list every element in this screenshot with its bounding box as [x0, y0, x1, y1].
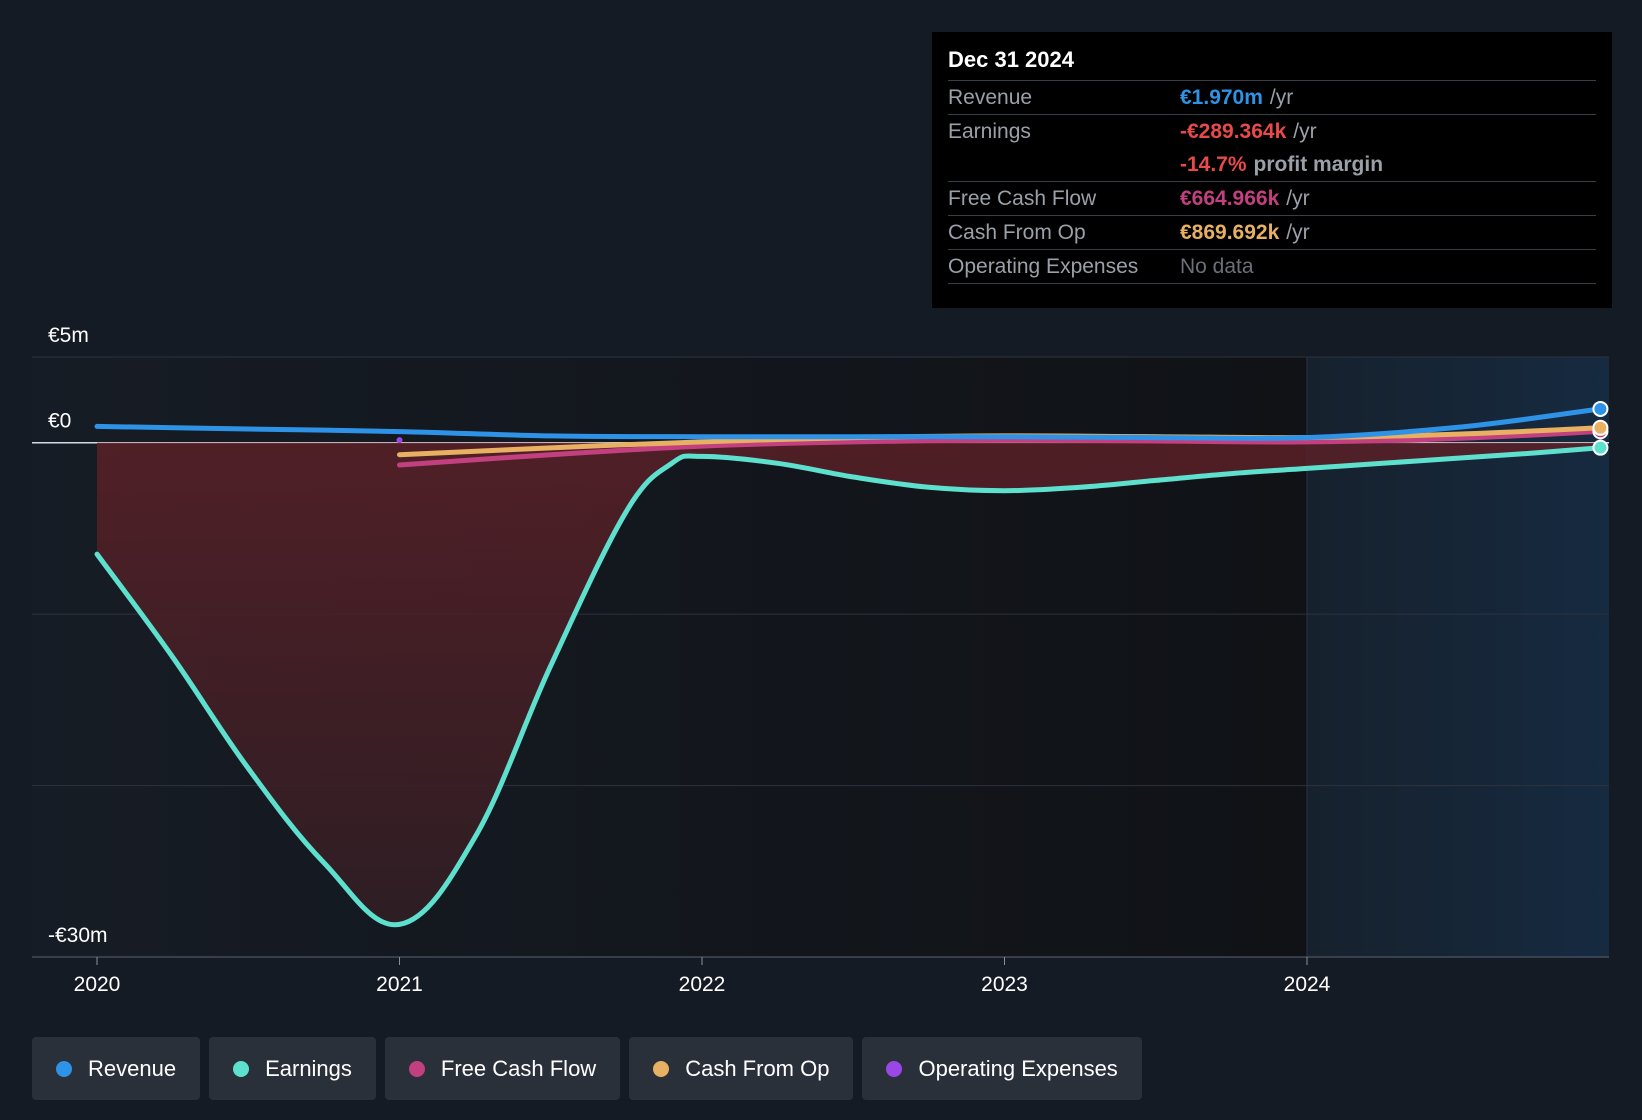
- legend-item-revenue[interactable]: Revenue: [32, 1037, 201, 1100]
- free-cash-flow-line: [397, 428, 1603, 468]
- tooltip-unit: /yr: [1286, 221, 1310, 244]
- legend: Revenue Earnings Free Cash Flow Cash Fro…: [32, 1037, 1151, 1100]
- tooltip-label: Cash From Op: [948, 221, 1086, 244]
- tooltip-value: €664.966k: [1180, 187, 1280, 210]
- free-cash-flow-dot-icon: [408, 1060, 425, 1077]
- y-tick-label: -€30m: [48, 924, 108, 947]
- tooltip-row-operating-expenses: Operating Expenses No data: [948, 250, 1596, 284]
- revenue-end-marker: [1592, 400, 1609, 417]
- tooltip-value: €869.692k: [1180, 221, 1280, 244]
- tooltip-date: Dec 31 2024: [948, 46, 1596, 81]
- earnings-negative-area: [97, 442, 1601, 925]
- tooltip-row-earnings: Earnings -€289.364k /yr: [948, 115, 1596, 148]
- x-tick-label: 2020: [74, 973, 121, 996]
- tooltip-row-profit-margin: -14.7% profit margin: [948, 148, 1596, 182]
- tooltip-value: No data: [1180, 255, 1254, 278]
- tooltip-label: Earnings: [948, 120, 1031, 143]
- tooltip: Dec 31 2024 Revenue €1.970m /yr Earnings…: [932, 32, 1612, 308]
- legend-item-cash-from-op[interactable]: Cash From Op: [629, 1037, 854, 1100]
- tooltip-row-revenue: Revenue €1.970m /yr: [948, 81, 1596, 115]
- y-tick-label: €5m: [48, 324, 89, 347]
- tooltip-unit: profit margin: [1253, 153, 1384, 176]
- legend-label: Operating Expenses: [918, 1055, 1118, 1081]
- tooltip-unit: /yr: [1286, 187, 1310, 210]
- tooltip-label: Operating Expenses: [948, 255, 1139, 278]
- revenue-dot-icon: [56, 1060, 72, 1077]
- legend-item-earnings[interactable]: Earnings: [209, 1037, 376, 1100]
- legend-item-free-cash-flow[interactable]: Free Cash Flow: [384, 1037, 621, 1100]
- x-tick-label: 2023: [981, 973, 1028, 996]
- tooltip-value: €1.970m: [1180, 86, 1263, 109]
- tooltip-label: Revenue: [948, 86, 1033, 109]
- tooltip-row-free-cash-flow: Free Cash Flow €664.966k /yr: [948, 182, 1596, 216]
- legend-label: Earnings: [265, 1055, 352, 1081]
- legend-label: Cash From Op: [685, 1055, 830, 1081]
- x-tick-label: 2021: [376, 973, 423, 996]
- operating-expenses-dot-icon: [886, 1060, 903, 1077]
- tooltip-label: [948, 148, 1180, 181]
- earnings-end-marker: [1592, 439, 1609, 456]
- legend-label: Free Cash Flow: [440, 1055, 597, 1081]
- earnings-dot-icon: [233, 1060, 250, 1077]
- tooltip-label: Free Cash Flow: [948, 187, 1097, 210]
- revenue-line: [94, 406, 1603, 441]
- x-tick-label: 2024: [1284, 973, 1331, 996]
- legend-label: Revenue: [88, 1055, 177, 1081]
- legend-item-operating-expenses[interactable]: Operating Expenses: [862, 1037, 1142, 1100]
- operating-expenses-point: [396, 437, 403, 444]
- tooltip-unit: /yr: [1293, 120, 1317, 143]
- tooltip-row-cash-from-op: Cash From Op €869.692k /yr: [948, 216, 1596, 250]
- earnings-line: [94, 445, 1603, 928]
- cash-from-op-dot-icon: [653, 1060, 670, 1077]
- tooltip-value: -€289.364k: [1180, 120, 1287, 143]
- x-tick-label: 2022: [679, 973, 726, 996]
- tooltip-value: -14.7%: [1180, 153, 1247, 176]
- tooltip-unit: /yr: [1269, 86, 1294, 109]
- y-tick-label: €0: [48, 410, 71, 433]
- cash-from-op-end-marker: [1592, 419, 1609, 436]
